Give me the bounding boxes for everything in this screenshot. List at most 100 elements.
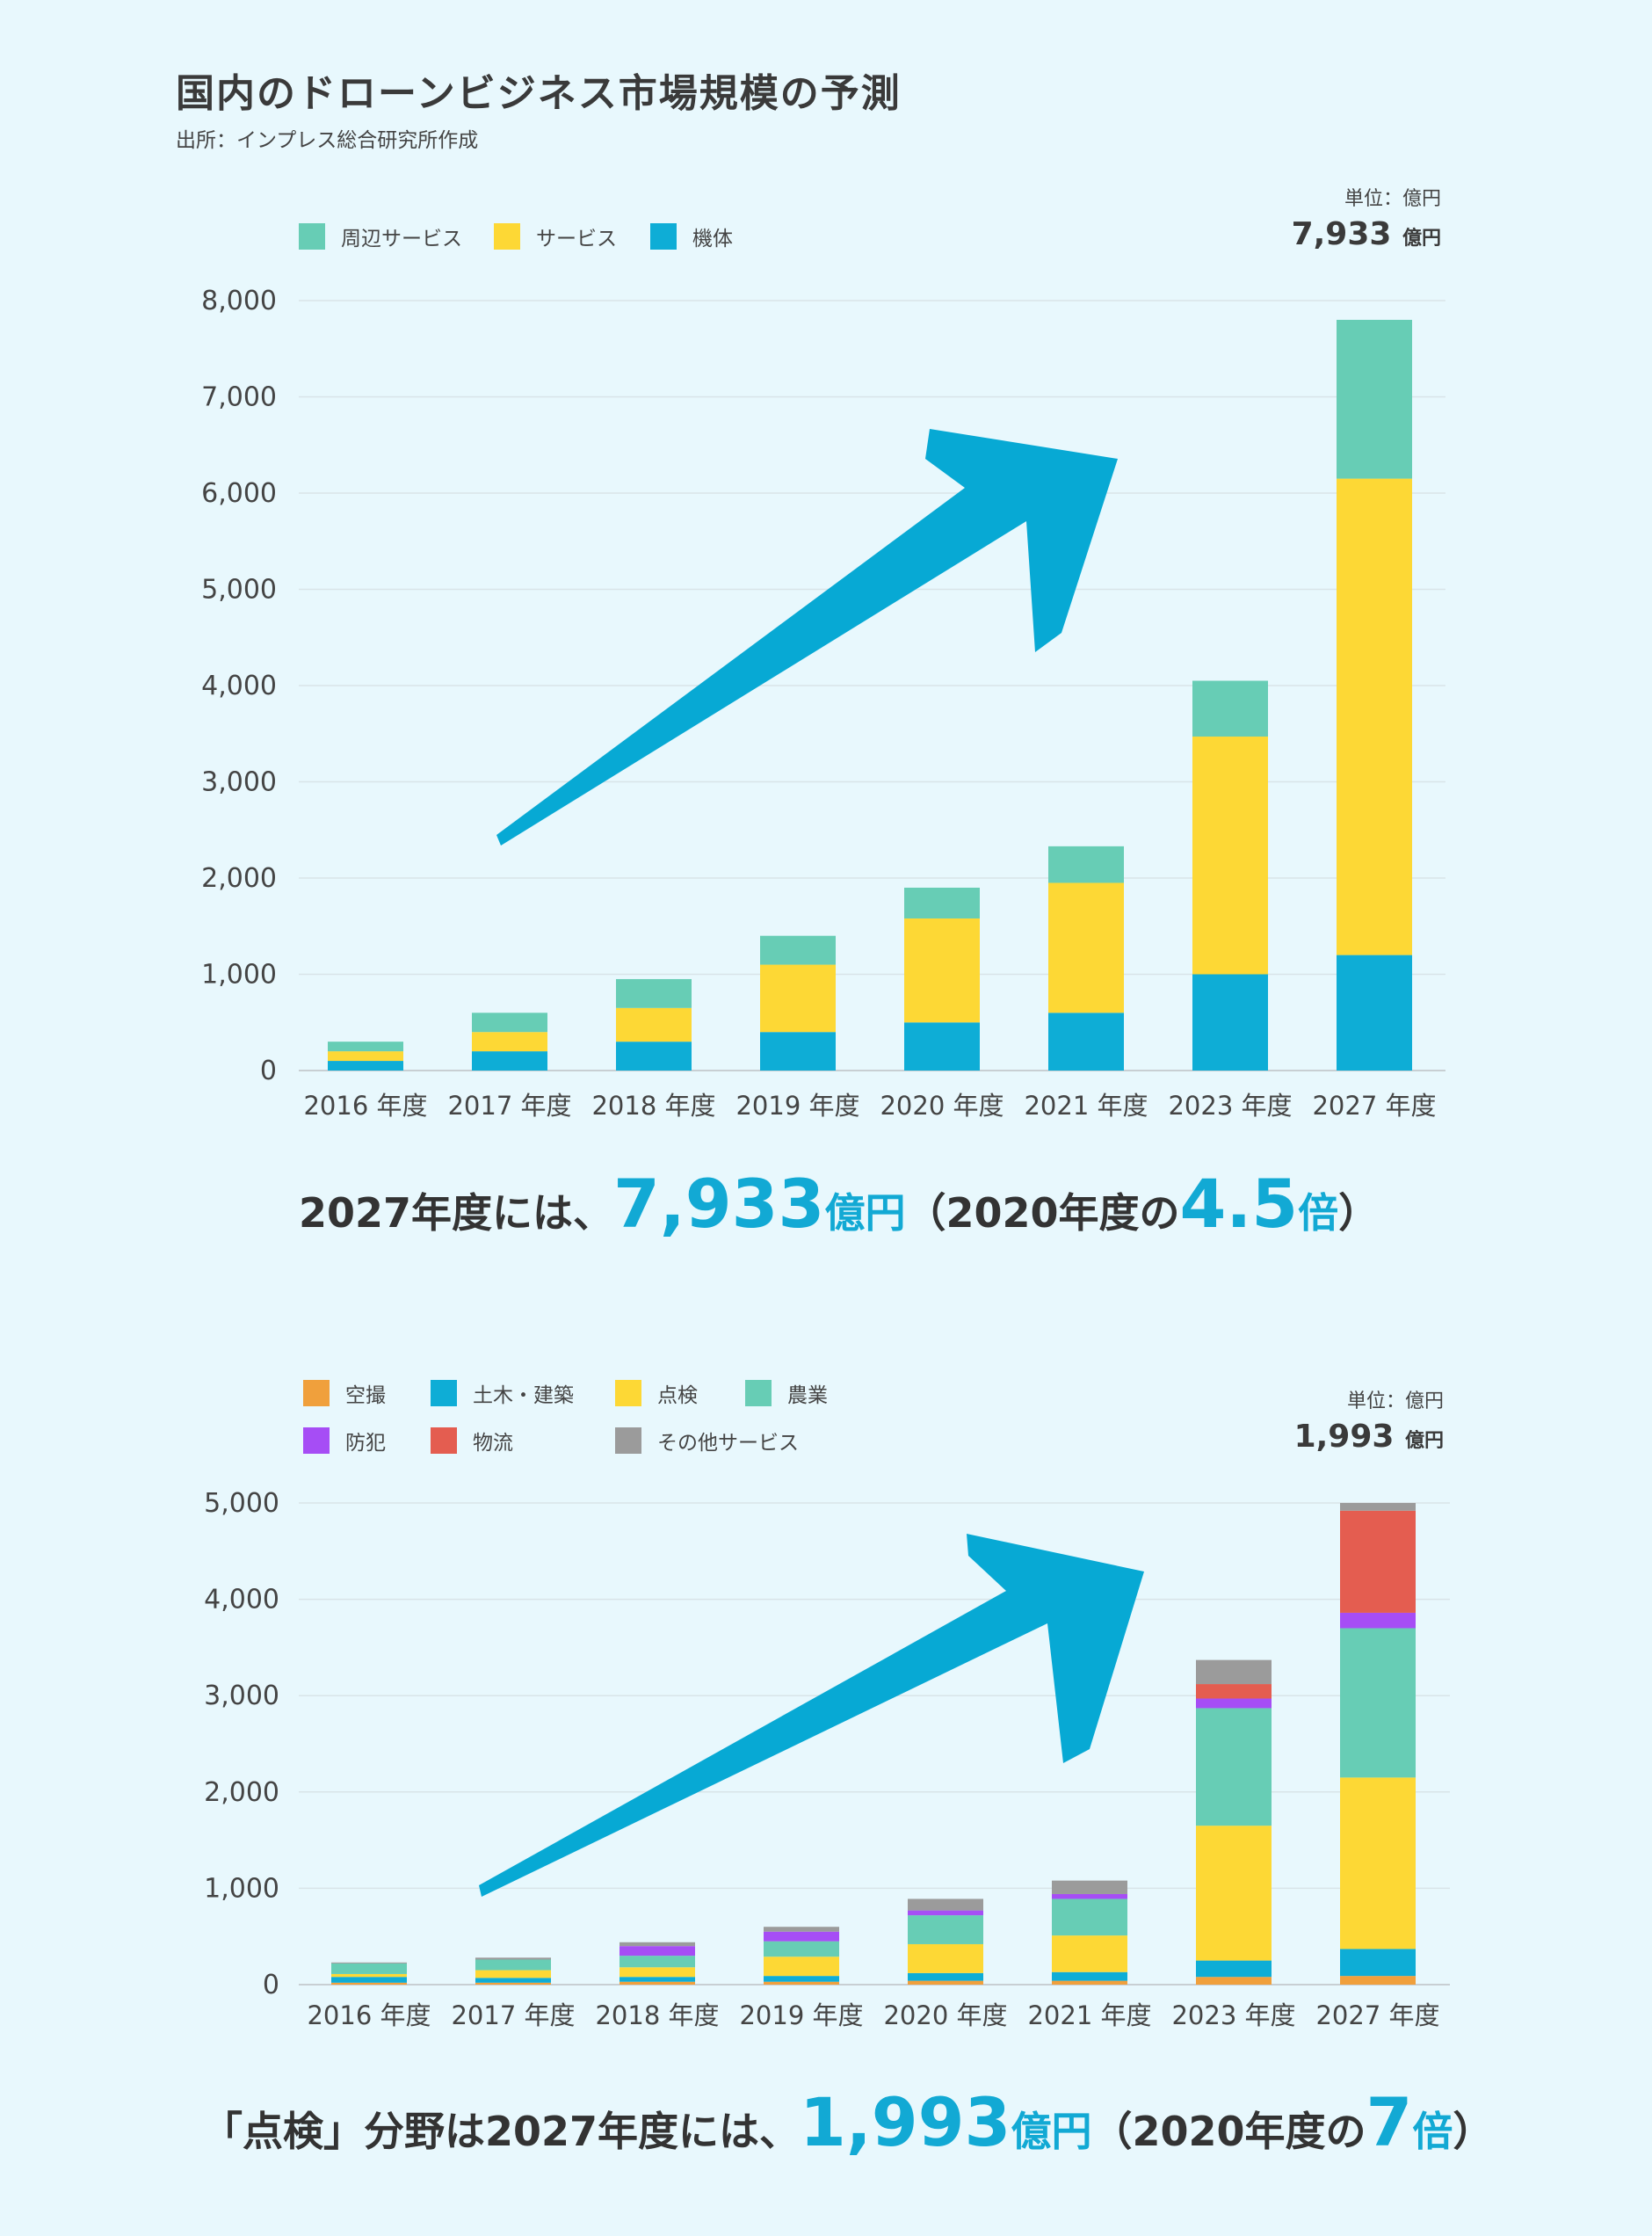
chart2-headline: 「点検」分野は2027年度には、1,993億円（2020年度の7倍）	[202, 2083, 1493, 2161]
legend-label: 点検	[657, 1384, 698, 1407]
x-tick-label: 2027 年度	[1315, 2000, 1439, 2030]
bar-segment	[1337, 319, 1412, 479]
trend-arrow-icon	[496, 429, 1118, 846]
y-tick-label: 0	[260, 1056, 277, 1086]
x-tick-label: 2017 年度	[447, 1091, 571, 1121]
legend-item: 防犯	[303, 1426, 386, 1456]
bar-segment	[908, 1980, 983, 1985]
chart2-total: 1,993 億円	[1180, 1419, 1444, 1455]
x-tick-label: 2021 年度	[1024, 1091, 1148, 1121]
chart2-total-unit: 億円	[1404, 1430, 1444, 1452]
y-tick-label: 4,000	[204, 1585, 279, 1615]
y-tick-label: 2,000	[201, 863, 277, 894]
legend-swatch	[745, 1380, 772, 1406]
legend-swatch	[299, 223, 325, 250]
bar-segment	[620, 1981, 695, 1985]
legend-item: 農業	[745, 1378, 828, 1408]
bar-segment	[328, 1051, 403, 1062]
bar-segment	[1340, 1949, 1416, 1977]
bar-segment	[616, 1007, 692, 1042]
bar-segment	[760, 1032, 836, 1071]
bar-segment	[1340, 1976, 1416, 1985]
bar-segment	[908, 1972, 983, 1981]
trend-arrow-icon	[479, 1534, 1144, 1897]
bar-segment	[764, 1956, 839, 1977]
chart1-total: 7,933 億円	[1177, 216, 1441, 252]
bar-segment	[904, 918, 980, 1023]
legend-label: 防犯	[345, 1432, 386, 1455]
bar-segment	[908, 1915, 983, 1944]
chart2-headline-ratio: 7	[1366, 2083, 1413, 2161]
legend-label: 周辺サービス	[341, 228, 462, 250]
bar-segment	[472, 1032, 547, 1052]
bar-segment	[1052, 1893, 1127, 1899]
y-tick-label: 0	[263, 1970, 279, 2000]
x-tick-label: 2023 年度	[1168, 1091, 1292, 1121]
legend-swatch	[431, 1380, 457, 1406]
legend-label: 土木・建築	[473, 1384, 574, 1407]
x-tick-label: 2020 年度	[880, 1091, 1004, 1121]
chart2-headline-ratio-unit: 倍	[1412, 2108, 1453, 2155]
bar-segment	[1052, 1935, 1127, 1972]
x-tick-label: 2018 年度	[595, 2000, 719, 2030]
chart2-unit-block: 単位：億円 1,993 億円	[1180, 1385, 1444, 1455]
chart2-total-value: 1,993	[1293, 1419, 1395, 1455]
legend-item: 物流	[431, 1426, 513, 1456]
bar-segment	[1337, 478, 1412, 955]
chart1-unit-block: 単位：億円 7,933 億円	[1177, 183, 1441, 252]
bar-segment	[620, 1942, 695, 1947]
bar-segment	[475, 1970, 551, 1978]
legend-label: 物流	[473, 1432, 513, 1455]
bar-segment	[1052, 1980, 1127, 1985]
bar-segment	[908, 1943, 983, 1973]
chart1-headline-value: 7,933	[613, 1165, 825, 1243]
x-tick-label: 2027 年度	[1312, 1091, 1436, 1121]
bar-segment	[620, 1977, 695, 1982]
y-tick-label: 2,000	[204, 1777, 279, 1808]
x-tick-label: 2021 年度	[1027, 2000, 1151, 2030]
chart1-headline-value-unit: 億円	[824, 1189, 906, 1237]
bar-segment	[1340, 1777, 1416, 1949]
bar-segment	[1192, 737, 1268, 975]
y-tick-label: 3,000	[204, 1681, 279, 1711]
chart1-headline-prefix: 2027年度には、	[299, 1189, 614, 1237]
chart1-headline-ratio: 4.5	[1179, 1165, 1299, 1243]
bar-segment	[475, 1982, 551, 1985]
legend-swatch	[303, 1427, 330, 1454]
bar-segment	[331, 1962, 407, 1964]
bar-segment	[764, 1981, 839, 1985]
bar-segment	[1196, 1826, 1272, 1961]
y-tick-label: 4,000	[201, 671, 277, 701]
bar-segment	[1196, 1708, 1272, 1826]
chart2-headline-value-unit: 億円	[1011, 2108, 1092, 2155]
legend-swatch	[431, 1427, 457, 1454]
bar-segment	[1048, 846, 1124, 883]
bar-segment	[472, 1051, 547, 1071]
bar-segment	[1052, 1880, 1127, 1894]
legend-label: 農業	[787, 1384, 828, 1407]
bar-segment	[1196, 1684, 1272, 1699]
bar-segment	[331, 1963, 407, 1974]
legend-item: 機体	[650, 221, 733, 251]
bar-segment	[1196, 1960, 1272, 1978]
bar-segment	[331, 1973, 407, 1978]
source-note: 出所：インプレス総合研究所作成	[176, 129, 479, 152]
chart2-headline-value: 1,993	[800, 2083, 1011, 2161]
bar-segment	[1340, 1612, 1416, 1629]
bar-segment	[1340, 1510, 1416, 1613]
bar-segment	[1340, 1628, 1416, 1778]
bar-segment	[1196, 1698, 1272, 1709]
legend-item: 点検	[615, 1378, 698, 1408]
legend-swatch	[494, 223, 520, 250]
bar-segment	[616, 978, 692, 1008]
legend-item: 土木・建築	[431, 1378, 574, 1408]
chart2-headline-mid: （2020年度の	[1091, 2108, 1366, 2155]
bar-segment	[620, 1967, 695, 1978]
chart2-headline-prefix: 「点検」分野は2027年度には、	[202, 2108, 801, 2155]
legend-swatch	[615, 1427, 641, 1454]
bar-segment	[472, 1013, 547, 1033]
bar-segment	[331, 1982, 407, 1985]
legend-label: サービス	[536, 228, 617, 250]
y-tick-label: 3,000	[201, 767, 277, 798]
legend-swatch	[303, 1380, 330, 1406]
